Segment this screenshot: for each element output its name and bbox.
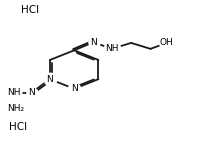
- Text: HCl: HCl: [22, 5, 40, 15]
- Text: NH: NH: [7, 88, 20, 97]
- Text: N: N: [90, 38, 97, 47]
- Text: N: N: [28, 88, 35, 97]
- Text: OH: OH: [160, 38, 174, 47]
- Text: NH₂: NH₂: [7, 104, 24, 112]
- Text: N: N: [71, 84, 78, 93]
- Text: N: N: [47, 75, 53, 84]
- Text: HCl: HCl: [9, 122, 27, 132]
- Text: NH: NH: [105, 44, 118, 53]
